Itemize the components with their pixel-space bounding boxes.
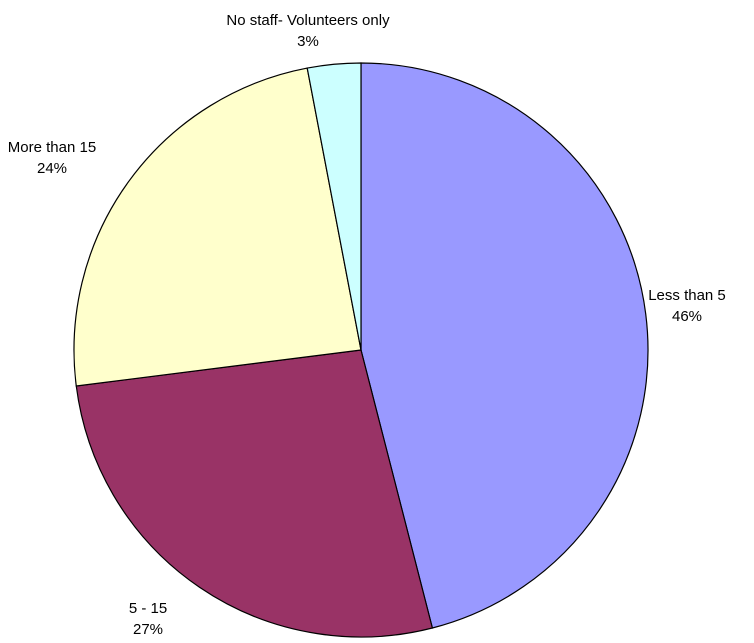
pie-slice-4 (306, 62, 362, 351)
slice-percent-label: 46% (672, 308, 702, 325)
slice-category-label: Less than 5 (648, 287, 726, 304)
slice-category-label: 5 - 15 (129, 600, 167, 617)
slice-label-2: 5 - 15 27% (129, 600, 167, 638)
slice-percent-label: 24% (37, 160, 67, 177)
pie-labels: Less than 5 46% 5 - 15 27% More than 15 24% No… (8, 12, 726, 638)
slice-category-label: More than 15 (8, 139, 96, 156)
pie-slice-3 (73, 67, 362, 387)
slice-percent-label: 27% (133, 621, 163, 638)
pie-slice-2 (75, 349, 434, 638)
pie-slices (73, 62, 649, 638)
slice-label-4: No staff- Volunteers only 3% (226, 12, 390, 50)
pie-slice-1 (360, 62, 649, 629)
slice-percent-label: 3% (297, 33, 319, 50)
slice-label-1: Less than 5 46% (648, 287, 726, 325)
slice-category-label: No staff- Volunteers only (226, 12, 390, 29)
slice-label-3: More than 15 24% (8, 139, 96, 177)
